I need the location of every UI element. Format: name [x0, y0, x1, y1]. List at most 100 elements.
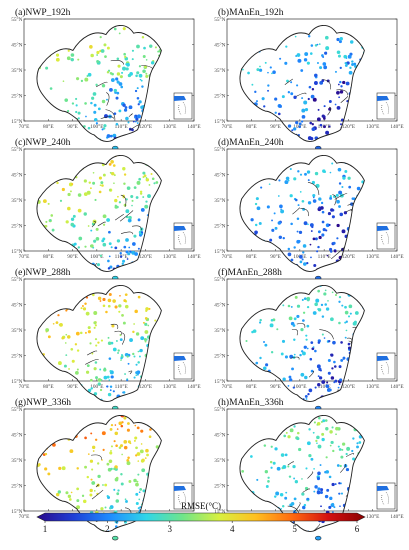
rmse-point [289, 428, 294, 433]
rmse-point [154, 319, 157, 322]
rmse-point [101, 184, 104, 187]
rmse-point [347, 176, 351, 180]
rmse-point [334, 379, 338, 383]
rmse-point [330, 317, 334, 322]
rmse-point [110, 423, 114, 427]
rmse-point [116, 72, 121, 76]
inset-coast [174, 356, 186, 361]
rmse-point [339, 464, 342, 468]
rmse-point [76, 368, 79, 371]
rmse-point [342, 442, 346, 446]
rmse-point [331, 215, 335, 219]
rmse-point [112, 347, 117, 352]
rmse-point [302, 505, 306, 510]
rmse-point [141, 522, 143, 525]
colorbar-tick-label: 2 [105, 524, 110, 534]
rmse-point [300, 69, 304, 72]
rmse-point [308, 85, 312, 89]
rmse-point [96, 263, 101, 267]
lat-tick-label: 45°N [11, 172, 22, 179]
rmse-point [129, 442, 132, 445]
rmse-point [100, 49, 105, 53]
rmse-point [38, 263, 41, 266]
rmse-point [341, 260, 344, 263]
rmse-point [101, 431, 106, 436]
rmse-point [55, 492, 60, 497]
rmse-point [282, 465, 286, 469]
rmse-point [302, 251, 305, 254]
lat-tick-label: 35°N [214, 457, 225, 464]
rmse-point [133, 376, 136, 379]
rmse-point [313, 264, 317, 268]
rmse-point [149, 140, 153, 142]
rmse-point [150, 172, 153, 175]
rmse-point [124, 304, 129, 309]
rmse-point [307, 35, 311, 38]
rmse-point [89, 493, 93, 497]
rmse-point [335, 400, 338, 402]
rmse-point [287, 247, 291, 251]
rmse-point [274, 226, 278, 230]
island [315, 535, 322, 541]
rmse-point [144, 322, 148, 326]
lon-tick-label: 90°E [270, 253, 281, 260]
rmse-point [284, 61, 288, 65]
rmse-point [56, 263, 60, 267]
rmse-point [122, 167, 126, 171]
rmse-point [125, 238, 129, 242]
rmse-point [342, 176, 346, 180]
rmse-point [65, 333, 68, 336]
rmse-point [345, 467, 350, 472]
rmse-point [313, 81, 318, 85]
rmse-point [329, 250, 333, 253]
rmse-point [282, 505, 285, 508]
rmse-point [128, 246, 131, 249]
rmse-point [281, 95, 285, 99]
rmse-point [114, 431, 119, 436]
rmse-point [325, 130, 330, 135]
rmse-point [77, 269, 81, 272]
rmse-point [353, 261, 355, 264]
country-outline [239, 285, 365, 403]
rmse-point [139, 78, 142, 81]
rmse-point [257, 129, 260, 133]
rmse-point [257, 527, 261, 531]
rmse-point [147, 262, 151, 267]
rmse-point [282, 525, 285, 528]
rmse-point [95, 237, 100, 241]
lat-tick-label: 45°N [214, 172, 225, 179]
rmse-point [339, 90, 344, 94]
rmse-point [109, 189, 111, 191]
panel-label: (a)NWP_192h [15, 7, 71, 18]
province-border [143, 393, 149, 396]
rmse-point [306, 305, 310, 309]
island [112, 535, 119, 541]
rmse-point [284, 496, 288, 500]
rmse-point [290, 305, 293, 308]
lon-tick-label: 100°E [90, 383, 103, 390]
rmse-point [84, 302, 87, 306]
rmse-point [329, 430, 333, 434]
rmse-point [336, 50, 341, 55]
rmse-point [309, 243, 312, 246]
rmse-point [80, 79, 84, 83]
rmse-point [135, 332, 140, 336]
rmse-point [335, 433, 337, 436]
rmse-point [82, 527, 84, 530]
rmse-point [80, 307, 83, 310]
rmse-point [341, 185, 344, 189]
rmse-point [91, 96, 95, 100]
rmse-point [321, 210, 325, 214]
rmse-point [120, 529, 124, 532]
inset-coast [174, 96, 186, 101]
rmse-point [117, 352, 119, 354]
rmse-point [336, 37, 340, 42]
lat-tick-label: 35°N [214, 197, 225, 204]
rmse-point [241, 470, 245, 473]
rmse-point [328, 107, 332, 111]
province-border [95, 484, 100, 488]
rmse-point [305, 334, 308, 337]
rmse-point [268, 183, 271, 185]
rmse-point [296, 437, 300, 441]
